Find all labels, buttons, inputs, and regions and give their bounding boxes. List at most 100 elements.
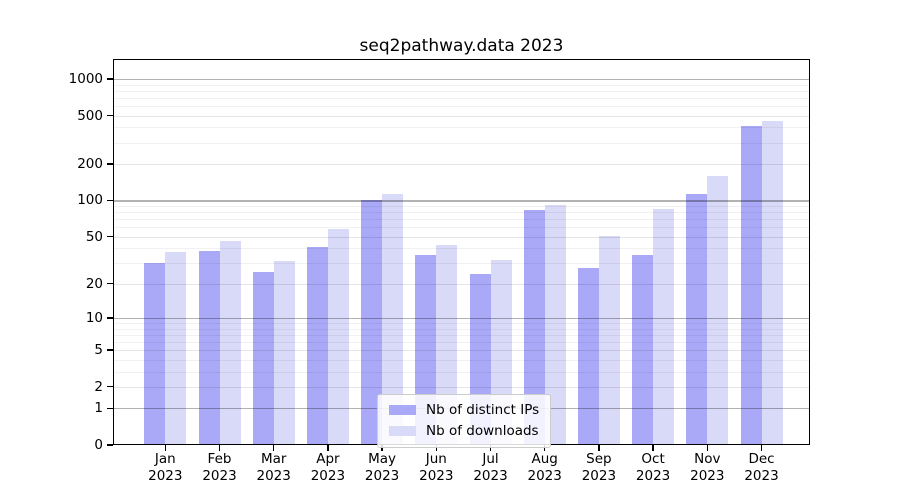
bar-distinct-ips-sep — [577, 268, 599, 445]
x-tick-label-jan: Jan 2023 — [148, 451, 183, 484]
x-tick-label-may: May 2023 — [364, 451, 400, 484]
bar-downloads-apr — [327, 228, 349, 445]
gridline-8 — [113, 328, 810, 330]
x-tick-label-aug: Aug 2023 — [527, 451, 562, 484]
gridlines-layer — [113, 59, 810, 445]
y-tick-label-10: 10 — [85, 309, 103, 326]
bar-distinct-ips-apr — [306, 246, 328, 445]
bar-downloads-sep — [598, 235, 620, 445]
chart-title: seq2pathway.data 2023 — [359, 36, 564, 56]
bar-downloads-dec — [761, 120, 783, 445]
gridline-90 — [113, 205, 810, 207]
y-tick-label-5: 5 — [94, 342, 103, 359]
bar-downloads-jan — [165, 252, 187, 445]
x-tick-label-feb: Feb 2023 — [202, 451, 237, 484]
x-tick-mark-nov — [706, 445, 708, 451]
gridline-80 — [113, 212, 810, 214]
y-tick-label-0: 0 — [94, 437, 103, 453]
y-tick-label-50: 50 — [85, 228, 103, 245]
legend-label-downloads: Nb of downloads — [426, 423, 539, 439]
gridline-7 — [113, 334, 810, 336]
gridline-3 — [113, 371, 810, 373]
plot-area: Nb of distinct IPs Nb of downloads — [113, 59, 810, 448]
gridline-1000 — [113, 78, 810, 81]
x-tick-mark-apr — [327, 445, 329, 451]
legend-item-distinct-ips: Nb of distinct IPs — [389, 402, 539, 418]
bar-distinct-ips-feb — [198, 250, 220, 445]
gridline-600 — [113, 105, 810, 107]
gridline-30 — [113, 263, 810, 265]
y-tick-label-1000: 1000 — [68, 70, 103, 87]
x-tick-label-mar: Mar 2023 — [256, 451, 291, 484]
y-tick-mark-50 — [107, 235, 113, 238]
x-tick-label-oct: Oct 2023 — [635, 451, 671, 484]
gridline-5 — [113, 350, 810, 352]
gridline-4 — [113, 359, 810, 361]
y-tick-mark-500 — [107, 114, 113, 117]
x-tick-label-dec: Dec 2023 — [744, 451, 779, 484]
y-tick-mark-100 — [107, 199, 113, 202]
gridline-2 — [113, 386, 810, 388]
x-tick-label-apr: Apr 2023 — [310, 451, 346, 484]
gridline-9 — [113, 323, 810, 324]
x-tick-mark-aug — [544, 445, 546, 451]
x-tick-mark-dec — [760, 445, 763, 451]
x-tick-mark-sep — [598, 445, 600, 451]
y-tick-label-500: 500 — [77, 107, 103, 124]
y-tick-mark-1 — [107, 407, 113, 409]
bar-downloads-aug — [544, 204, 566, 445]
bar-distinct-ips-aug — [523, 209, 545, 445]
bar-distinct-ips-jan — [144, 263, 166, 445]
x-tick-mark-jan — [164, 445, 166, 451]
x-tick-mark-jun — [435, 445, 437, 451]
x-tick-label-jul: Jul 2023 — [473, 451, 508, 484]
x-tick-label-jun: Jun 2023 — [419, 451, 454, 484]
legend-item-downloads: Nb of downloads — [389, 423, 539, 439]
legend-swatch-downloads — [389, 426, 416, 436]
bar-downloads-nov — [707, 175, 729, 445]
y-tick-mark-10 — [107, 317, 113, 319]
y-tick-label-2: 2 — [94, 378, 103, 395]
y-tick-label-20: 20 — [85, 275, 103, 292]
gridline-10 — [113, 317, 810, 320]
x-tick-label-sep: Sep 2023 — [581, 451, 617, 484]
y-tick-label-200: 200 — [77, 156, 103, 172]
y-tick-mark-0 — [107, 444, 113, 446]
bar-distinct-ips-may — [361, 200, 383, 445]
y-tick-mark-1000 — [107, 78, 113, 80]
bar-distinct-ips-dec — [740, 126, 762, 445]
y-tick-mark-200 — [107, 163, 113, 165]
gridline-6 — [113, 341, 810, 343]
gridline-300 — [113, 142, 810, 144]
legend-label-distinct-ips: Nb of distinct IPs — [426, 402, 540, 418]
gridline-900 — [113, 84, 810, 86]
x-tick-mark-may — [381, 445, 383, 451]
y-tick-label-100: 100 — [77, 192, 103, 209]
gridline-200 — [113, 164, 810, 165]
y-tick-mark-5 — [107, 349, 113, 351]
gridline-20 — [113, 283, 810, 285]
bar-distinct-ips-oct — [632, 255, 654, 445]
bar-distinct-ips-nov — [686, 194, 708, 445]
gridline-40 — [113, 248, 810, 250]
legend-swatch-distinct-ips — [389, 405, 416, 415]
gridline-60 — [113, 227, 810, 229]
gridline-100 — [113, 200, 810, 202]
gridline-50 — [113, 236, 810, 238]
gridline-400 — [113, 127, 810, 129]
legend: Nb of distinct IPs Nb of downloads — [377, 394, 552, 448]
bar-downloads-may — [382, 193, 404, 445]
x-tick-mark-jul — [489, 445, 492, 451]
y-tick-mark-2 — [107, 386, 113, 388]
gridline-500 — [113, 115, 810, 117]
y-tick-mark-20 — [107, 282, 113, 285]
gridline-800 — [113, 90, 810, 92]
x-tick-mark-feb — [218, 445, 221, 451]
x-tick-label-nov: Nov 2023 — [690, 451, 725, 484]
gridline-70 — [113, 219, 810, 221]
y-tick-label-1: 1 — [94, 400, 103, 417]
bar-distinct-ips-mar — [252, 272, 274, 445]
x-tick-mark-oct — [652, 445, 654, 451]
gridline-700 — [113, 97, 810, 99]
